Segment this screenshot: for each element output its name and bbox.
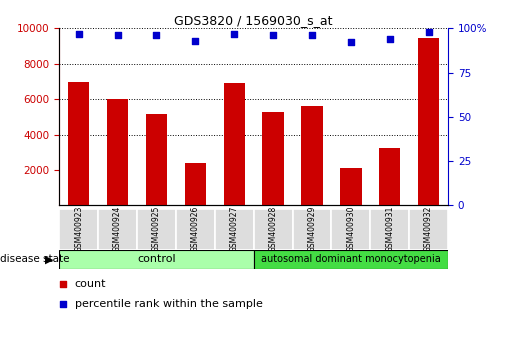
Text: GSM400931: GSM400931	[385, 206, 394, 252]
Text: count: count	[75, 279, 106, 290]
Bar	[253, 209, 293, 250]
Bar	[332, 209, 370, 250]
Bar	[293, 209, 332, 250]
Point	[59, 282, 67, 287]
Text: GSM400923: GSM400923	[74, 206, 83, 252]
Bar	[146, 114, 167, 205]
Text: GSM400929: GSM400929	[307, 206, 316, 252]
Bar	[107, 99, 128, 205]
Point	[424, 29, 433, 35]
Text: GSM400926: GSM400926	[191, 206, 200, 252]
Text: GSM400925: GSM400925	[152, 206, 161, 252]
Bar	[379, 148, 401, 205]
Text: GSM400930: GSM400930	[347, 206, 355, 252]
Text: autosomal dominant monocytopenia: autosomal dominant monocytopenia	[261, 254, 441, 264]
Bar	[340, 168, 362, 205]
Bar	[224, 83, 245, 205]
Bar	[59, 250, 253, 269]
Bar	[301, 106, 323, 205]
Point	[75, 31, 83, 36]
Text: ▶: ▶	[45, 254, 53, 264]
Bar	[370, 209, 409, 250]
Text: GSM400932: GSM400932	[424, 206, 433, 252]
Bar	[68, 82, 90, 205]
Bar	[98, 209, 137, 250]
Bar	[59, 209, 98, 250]
Text: GSM400928: GSM400928	[269, 206, 278, 252]
Bar	[409, 209, 448, 250]
Text: GSM400927: GSM400927	[230, 206, 238, 252]
Point	[230, 31, 238, 36]
Bar	[262, 112, 284, 205]
Bar	[253, 250, 448, 269]
Point	[113, 33, 122, 38]
Point	[269, 33, 277, 38]
Point	[59, 302, 67, 307]
Point	[191, 38, 199, 44]
Point	[386, 36, 394, 42]
Text: disease state: disease state	[0, 254, 70, 264]
Bar	[184, 163, 206, 205]
Point	[308, 33, 316, 38]
Title: GDS3820 / 1569030_s_at: GDS3820 / 1569030_s_at	[175, 14, 333, 27]
Bar	[176, 209, 215, 250]
Bar	[137, 209, 176, 250]
Bar	[418, 38, 439, 205]
Text: control: control	[137, 254, 176, 264]
Text: percentile rank within the sample: percentile rank within the sample	[75, 299, 263, 309]
Text: GSM400924: GSM400924	[113, 206, 122, 252]
Point	[152, 33, 161, 38]
Bar	[215, 209, 253, 250]
Point	[347, 40, 355, 45]
